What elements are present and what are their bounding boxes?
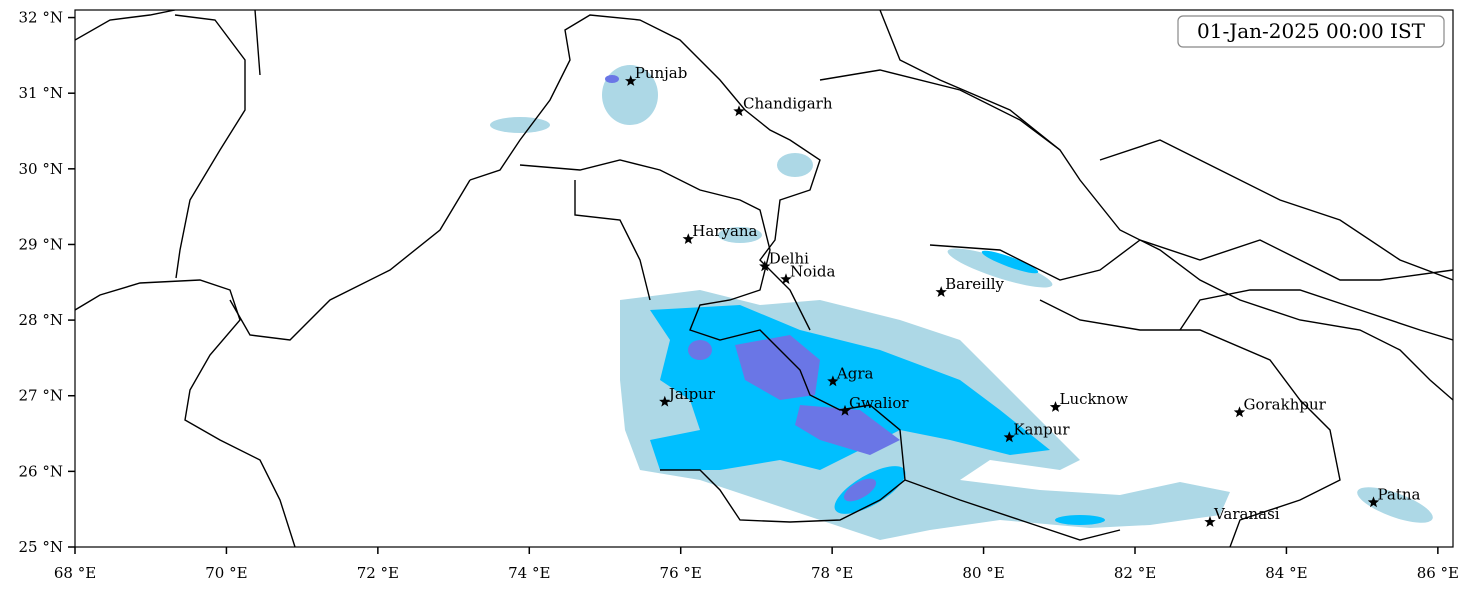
city-marker bbox=[1204, 516, 1216, 527]
x-tick-label: 74 °E bbox=[508, 564, 550, 582]
rain-heavy bbox=[605, 75, 900, 502]
city-label: Delhi bbox=[769, 249, 809, 267]
y-tick-label: 26 °N bbox=[19, 462, 63, 480]
x-tick-label: 86 °E bbox=[1417, 564, 1459, 582]
x-tick-label: 72 °E bbox=[357, 564, 399, 582]
x-tick-label: 70 °E bbox=[205, 564, 247, 582]
precipitation bbox=[75, 10, 1453, 547]
x-tick-label: 80 °E bbox=[962, 564, 1004, 582]
city-label: Punjab bbox=[635, 64, 688, 82]
city-marker bbox=[1003, 431, 1015, 443]
city-label: Kanpur bbox=[1013, 420, 1070, 438]
y-tick-label: 32 °N bbox=[19, 9, 63, 27]
city-label: Jaipur bbox=[667, 385, 716, 403]
city-label: Gwalior bbox=[849, 394, 909, 412]
city-marker bbox=[780, 273, 792, 285]
city-marker bbox=[935, 286, 947, 297]
y-tick-label: 27 °N bbox=[19, 387, 63, 405]
city-label: Agra bbox=[836, 364, 874, 382]
city-label: Patna bbox=[1378, 485, 1421, 503]
y-tick-label: 28 °N bbox=[19, 311, 63, 329]
city-label: Bareilly bbox=[945, 275, 1004, 293]
city-label: Chandigarh bbox=[743, 94, 833, 112]
x-tick-label: 76 °E bbox=[660, 564, 702, 582]
city-label: Haryana bbox=[692, 222, 757, 240]
city-marker bbox=[682, 233, 694, 244]
y-tick-label: 29 °N bbox=[19, 235, 63, 253]
y-tick-label: 31 °N bbox=[19, 84, 63, 102]
y-tick-label: 25 °N bbox=[19, 538, 63, 556]
x-tick-label: 78 °E bbox=[811, 564, 853, 582]
city-marker bbox=[759, 260, 771, 272]
x-tick-label: 84 °E bbox=[1265, 564, 1307, 582]
rain-light bbox=[490, 65, 1433, 540]
city-marker bbox=[1367, 496, 1380, 508]
city-marker bbox=[733, 105, 745, 117]
x-tick-label: 68 °E bbox=[54, 564, 96, 582]
plot-frame bbox=[74, 9, 1454, 548]
city-label: Lucknow bbox=[1060, 390, 1129, 408]
borders bbox=[75, 10, 1453, 547]
x-tick-label: 82 °E bbox=[1114, 564, 1156, 582]
city-marker bbox=[839, 404, 851, 416]
title: 01-Jan-2025 00:00 IST bbox=[1197, 19, 1426, 43]
city-marker bbox=[1233, 406, 1246, 418]
y-tick-label: 30 °N bbox=[19, 160, 63, 178]
city-marker bbox=[625, 75, 637, 86]
city-label: Gorakhpur bbox=[1243, 395, 1326, 413]
title-box bbox=[1177, 15, 1445, 48]
city-marker bbox=[827, 375, 839, 387]
city-label: Varanasi bbox=[1213, 505, 1280, 523]
city-marker bbox=[659, 395, 671, 407]
city-marker bbox=[1049, 401, 1062, 412]
city-label: Noida bbox=[790, 262, 836, 280]
